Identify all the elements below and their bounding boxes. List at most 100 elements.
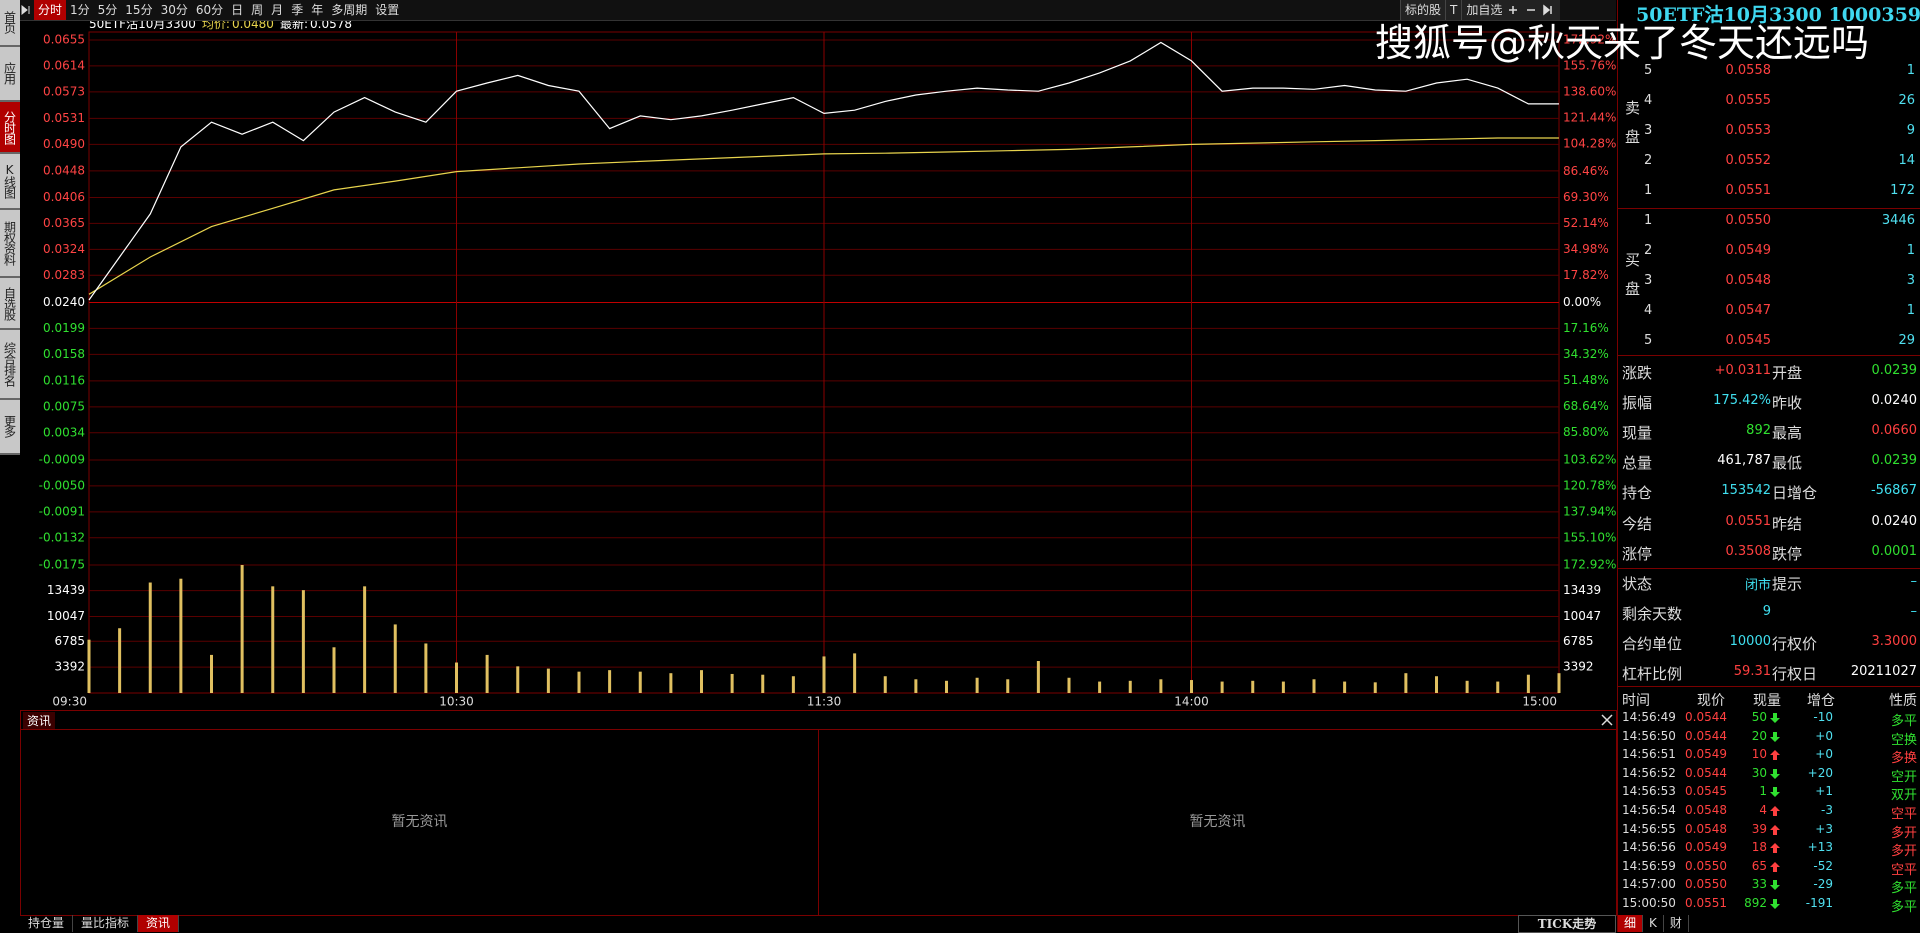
period-tab[interactable]: 15分 [125,3,153,17]
tick-time: 14:56:55 [1622,821,1676,836]
period-tab[interactable]: 30分 [160,3,188,17]
volume-bar [1128,680,1132,693]
y2-tick-label: 138.60% [1563,85,1616,99]
period-tab[interactable]: 60分 [195,3,224,17]
y-tick-label: -0.0175 [39,558,85,572]
y2-tick-label: 17.16% [1563,321,1609,335]
tool-icon[interactable] [1542,3,1560,17]
volume-bar [669,673,673,693]
period-tab[interactable]: 月 [271,3,284,17]
close-button[interactable] [1600,713,1614,727]
volume-bar [1220,681,1224,693]
quote-panel: 50ETF沽10月3300 10003595 卖盘 买盘 5 0.0558 1 4 0.… [1617,0,1920,932]
tool-icon[interactable] [1506,3,1524,17]
stat-label: 最高 [1772,424,1803,443]
sidebar-item[interactable]: 自选股 [0,278,20,330]
stat-label: 行权价 [1772,634,1818,653]
book-price: 0.0550 [1725,213,1772,228]
period-tab[interactable]: 设置 [375,3,400,17]
period-tab[interactable]: 1分 [70,3,90,17]
tick-change: -29 [1813,877,1833,892]
book-qty: 1 [1906,63,1915,78]
stat-value: 9 [1762,603,1771,619]
tick-arrow [1770,861,1780,872]
watermark: 搜狐号@秋天来了冬天还远吗 [1375,21,1870,65]
volume-bar [1067,677,1071,693]
sidebar-item[interactable]: 期权资料 [0,209,20,279]
volume-tick-label: 13439 [1563,583,1601,597]
sidebar-item[interactable]: 分时图 [0,101,20,155]
tick-trend[interactable]: TICK走势 [1518,915,1616,933]
y-tick-label: -0.0132 [39,530,85,544]
tick-arrow [1770,824,1780,835]
volume-bar [1404,673,1408,693]
news-panel: 资讯 暂无资讯 暂无资讯 [20,710,1617,916]
panel-tab[interactable]: K [1643,915,1664,932]
stat-value: 0.3508 [1725,543,1772,559]
tick-qty: 892 [1744,896,1767,910]
toolbar: 分时 1分 5分 15分 30分 60分日周月季年多周期 设置 [20,0,1616,21]
period-tab[interactable]: 日 [231,3,244,17]
tool-icon[interactable] [1524,3,1542,17]
book-level: 2 [1644,153,1653,168]
period-tab[interactable]: 周 [251,3,264,17]
contract-title: 50ETF沽10月3300 10003595 [1636,4,1920,26]
panel-tab[interactable]: 细 [1618,915,1644,932]
sidebar-item[interactable]: 首页 [0,0,20,47]
volume-tick-label: 6785 [54,634,85,648]
sidebar-item[interactable]: 综合排名 [0,329,20,400]
volume-bar [87,639,91,693]
bottom-tab[interactable]: 资讯 [138,915,180,932]
book-qty: 1 [1906,243,1915,258]
volume-bar [1557,673,1561,693]
period-tab[interactable]: 季 [291,3,304,17]
volume-bar [240,565,244,693]
sidebar-item[interactable]: 应用 [0,46,20,102]
stat-label: 跌停 [1772,544,1803,563]
y-tick-label: -0.0091 [39,504,85,518]
tick-qty: 10 [1751,747,1767,762]
volume-bar [393,624,397,693]
tick-price: 0.0548 [1685,821,1727,836]
period-tab[interactable]: 分时 [34,0,67,20]
toolbar-icon[interactable] [20,3,34,17]
tick-qty: 1 [1759,784,1767,799]
table-header: 现价 [1697,693,1725,709]
tool-button[interactable]: T [1445,0,1461,20]
volume-bar [1006,679,1010,693]
sidebar-item[interactable]: K线图 [0,154,20,210]
panel-tab[interactable]: 财 [1664,915,1689,932]
stat-label: 杠杆比例 [1622,665,1683,683]
book-price: 0.0548 [1725,273,1772,288]
period-tab[interactable]: 多周期 [331,3,368,17]
arrow-shape [1770,768,1780,779]
tick-qty: 50 [1751,710,1767,724]
tool-button[interactable]: 标的股 [1400,0,1445,20]
bottom-tab[interactable]: 持仓量 [20,915,74,932]
tick-price: 0.0545 [1685,784,1727,799]
bottom-tab[interactable]: 量比指标 [73,915,139,932]
sidebar-item[interactable]: 更多 [0,399,20,455]
tool-button[interactable]: 加自选 [1461,0,1506,20]
book-qty: 3446 [1881,213,1915,228]
y-tick-label: -0.0009 [39,453,85,467]
period-tab[interactable]: 年 [311,3,324,17]
tick-price: 0.0549 [1685,840,1727,855]
volume-bar [1190,680,1193,693]
period-tab[interactable]: 5分 [97,3,118,17]
volume-bar [577,671,581,693]
book-qty: 14 [1898,153,1915,168]
volume-tick-label: 10047 [1563,609,1601,623]
arrow-shape [1770,843,1780,854]
volume-bar [1312,679,1316,693]
volume-bar [1251,680,1255,693]
tick-arrow [1770,731,1780,742]
tick-change: -10 [1813,710,1833,724]
volume-bar [363,586,367,693]
y2-tick-label: 17.82% [1563,268,1609,282]
stat-value: +0.0311 [1714,363,1771,378]
volume-bar [1281,681,1285,693]
sell-label: 卖盘 [1623,100,1641,158]
tick-change: -191 [1805,896,1833,910]
y2-tick-label: 137.94% [1563,504,1616,518]
